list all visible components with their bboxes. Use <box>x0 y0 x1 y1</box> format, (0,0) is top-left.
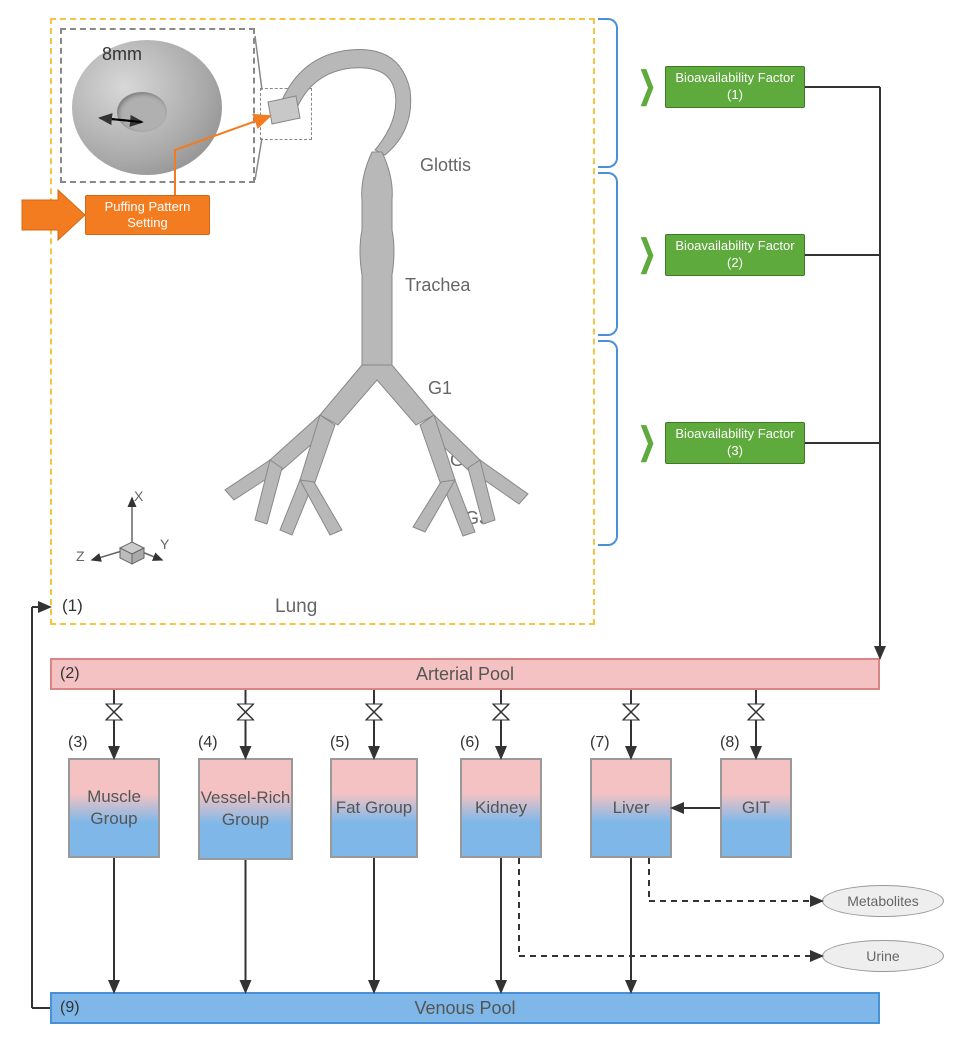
zoom-inset-box <box>60 28 255 183</box>
lung-number: (1) <box>62 596 83 616</box>
glottis-label: Glottis <box>420 155 471 176</box>
cigarette-cross-section <box>72 40 222 175</box>
organ-number-7: (7) <box>590 734 610 752</box>
organ-box-liver: Liver <box>590 758 672 858</box>
organ-number-3: (3) <box>68 734 88 752</box>
organ-box-kidney: Kidney <box>460 758 542 858</box>
chevron-2: ❯ <box>638 232 656 274</box>
z-axis-label: Z <box>76 548 85 564</box>
bioavailability-box-2: Bioavailability Factor (2) <box>665 234 805 276</box>
brace-2 <box>598 172 618 336</box>
venous-label: Venous Pool <box>414 998 515 1019</box>
urine-ellipse: Urine <box>822 940 944 972</box>
venous-number: (9) <box>60 999 80 1017</box>
diameter-label: 8mm <box>102 44 142 65</box>
lung-label: Lung <box>275 596 317 618</box>
g1-label: G1 <box>428 378 452 399</box>
g2-label: G2 <box>450 450 474 471</box>
puffing-pattern-box: Puffing Pattern Setting <box>85 195 210 235</box>
organ-box-muscle-group: Muscle Group <box>68 758 160 858</box>
chevron-3: ❯ <box>638 420 656 462</box>
y-axis-label: Y <box>160 536 169 552</box>
metabolites-label: Metabolites <box>847 893 919 909</box>
metabolites-ellipse: Metabolites <box>822 885 944 917</box>
chevron-1: ❯ <box>638 64 656 106</box>
urine-label: Urine <box>866 948 899 964</box>
brace-3 <box>598 340 618 546</box>
inner-orifice <box>117 92 167 132</box>
organ-number-6: (6) <box>460 734 480 752</box>
trachea-label: Trachea <box>405 275 470 296</box>
pbpk-diagram: 8mm Puffing Pattern Setting Glottis Trac… <box>0 0 969 1050</box>
organ-box-fat-group: Fat Group <box>330 758 418 858</box>
puffing-pattern-label: Puffing Pattern Setting <box>86 199 209 230</box>
organ-box-vessel-rich-group: Vessel-Rich Group <box>198 758 293 860</box>
g3-label: G3 <box>465 508 489 529</box>
x-axis-label: X <box>134 488 143 504</box>
arterial-label: Arterial Pool <box>416 664 514 685</box>
zoom-source-box <box>260 88 312 140</box>
bioavailability-box-3: Bioavailability Factor (3) <box>665 422 805 464</box>
organ-number-4: (4) <box>198 734 218 752</box>
organ-box-git: GIT <box>720 758 792 858</box>
arterial-number: (2) <box>60 665 80 683</box>
organ-number-5: (5) <box>330 734 350 752</box>
arterial-pool-bar: (2) Arterial Pool <box>50 658 880 690</box>
organ-number-8: (8) <box>720 734 740 752</box>
bioavailability-box-1: Bioavailability Factor (1) <box>665 66 805 108</box>
venous-pool-bar: (9) Venous Pool <box>50 992 880 1024</box>
brace-1 <box>598 18 618 168</box>
